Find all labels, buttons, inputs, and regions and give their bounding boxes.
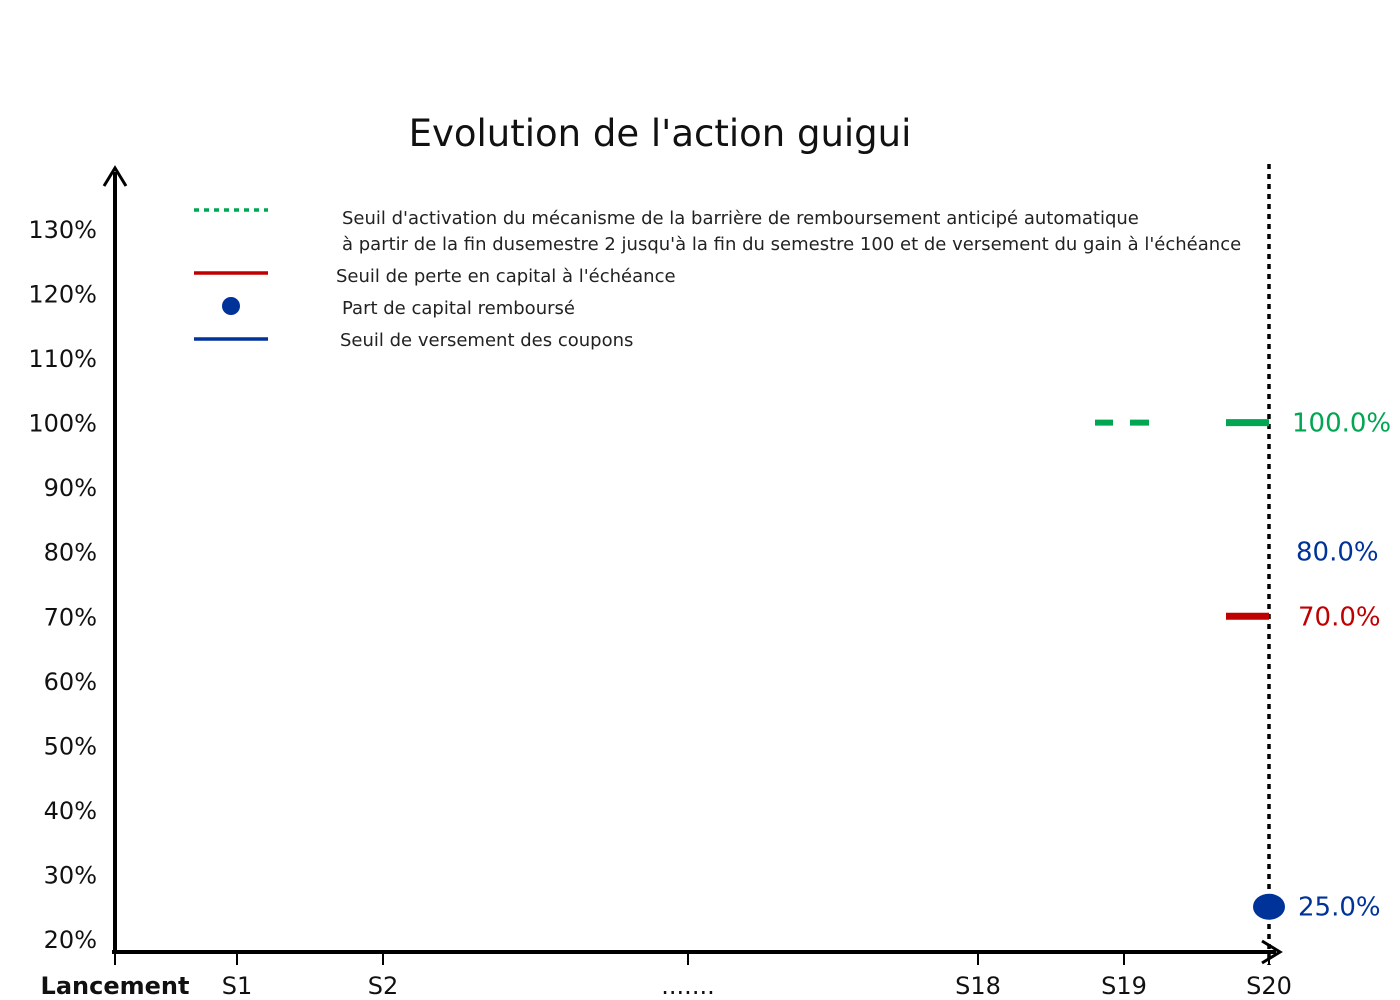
x-tick-label: S1 [222, 972, 253, 1000]
y-tick-label: 50% [44, 732, 97, 760]
x-tick-label: S2 [368, 972, 399, 1000]
value-label-capital-repaid: 25.0% [1298, 893, 1381, 923]
x-tick-label: Lancement [41, 972, 190, 1000]
axes [102, 164, 1283, 965]
legend-label: Seuil de perte en capital à l'échéance [336, 266, 676, 287]
legend: Seuil d'activation du mécanisme de la ba… [194, 208, 1241, 351]
y-tick-label: 100% [28, 410, 97, 438]
y-tick-label: 70% [44, 603, 97, 631]
value-label-autocall: 100.0% [1292, 409, 1391, 439]
x-tick-label: ....... [661, 972, 714, 1000]
chart-marks: 100.0% 80.0% 70.0% 25.0% [1095, 409, 1391, 923]
value-label-coupon: 80.0% [1296, 538, 1379, 568]
y-axis-ticks: 20% 30% 40% 50% 60% 70% 80% 90% 100% 110% 120% 130% [28, 216, 97, 954]
y-tick-label: 30% [44, 861, 97, 889]
legend-label-line2: à partir de la fin dusemestre 2 jusqu'à … [342, 234, 1241, 255]
chart-title: Evolution de l'action guigui [409, 112, 912, 155]
x-axis-ticks: Lancement S1 S2....... S18 S19 S20 [41, 952, 1292, 1000]
legend-label: Part de capital remboursé [342, 298, 575, 319]
x-tick-label: S19 [1101, 972, 1147, 1000]
y-axis-arrowhead [102, 165, 128, 187]
y-tick-label: 130% [28, 216, 97, 244]
legend-label: Seuil d'activation du mécanisme de la ba… [342, 208, 1139, 229]
x-tick-label: S20 [1246, 972, 1292, 1000]
legend-label: Seuil de versement des coupons [340, 330, 633, 351]
y-tick-label: 110% [28, 345, 97, 373]
y-tick-label: 120% [28, 281, 97, 309]
y-tick-label: 90% [44, 474, 97, 502]
capital-repaid-point [1253, 893, 1285, 920]
value-label-capital-loss: 70.0% [1298, 602, 1381, 632]
y-tick-label: 20% [44, 926, 97, 954]
x-tick-label: S18 [955, 972, 1001, 1000]
y-tick-label: 80% [44, 539, 97, 567]
y-tick-label: 60% [44, 668, 97, 696]
y-tick-label: 40% [44, 797, 97, 825]
legend-swatch-capital-repaid [222, 297, 240, 315]
